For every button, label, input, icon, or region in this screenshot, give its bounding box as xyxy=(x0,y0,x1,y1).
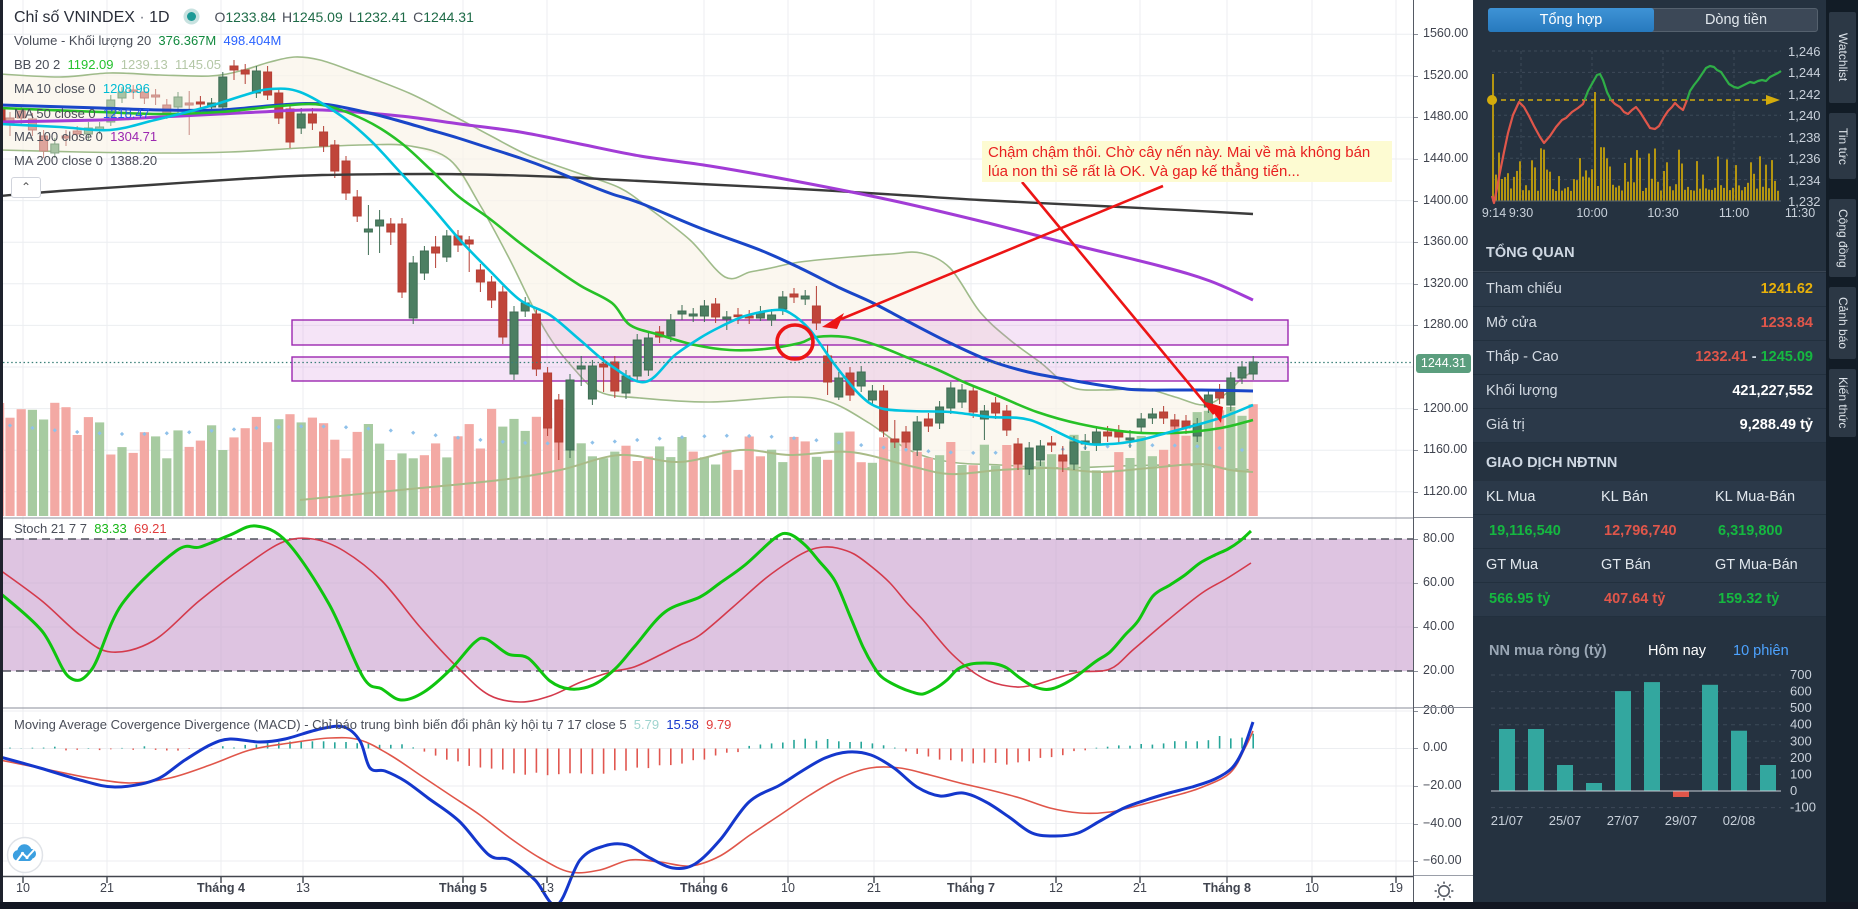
svg-text:500: 500 xyxy=(1790,700,1812,715)
svg-text:21/07: 21/07 xyxy=(1491,813,1524,828)
svg-text:600: 600 xyxy=(1790,684,1812,699)
svg-text:-100: -100 xyxy=(1790,800,1816,815)
svg-text:400: 400 xyxy=(1790,717,1812,732)
svg-text:25/07: 25/07 xyxy=(1549,813,1582,828)
svg-text:200: 200 xyxy=(1790,750,1812,765)
svg-text:300: 300 xyxy=(1790,733,1812,748)
svg-text:27/07: 27/07 xyxy=(1607,813,1640,828)
svg-text:29/07: 29/07 xyxy=(1665,813,1698,828)
svg-text:700: 700 xyxy=(1790,667,1812,682)
svg-text:0: 0 xyxy=(1790,783,1797,798)
svg-text:100: 100 xyxy=(1790,766,1812,781)
svg-text:02/08: 02/08 xyxy=(1723,813,1756,828)
